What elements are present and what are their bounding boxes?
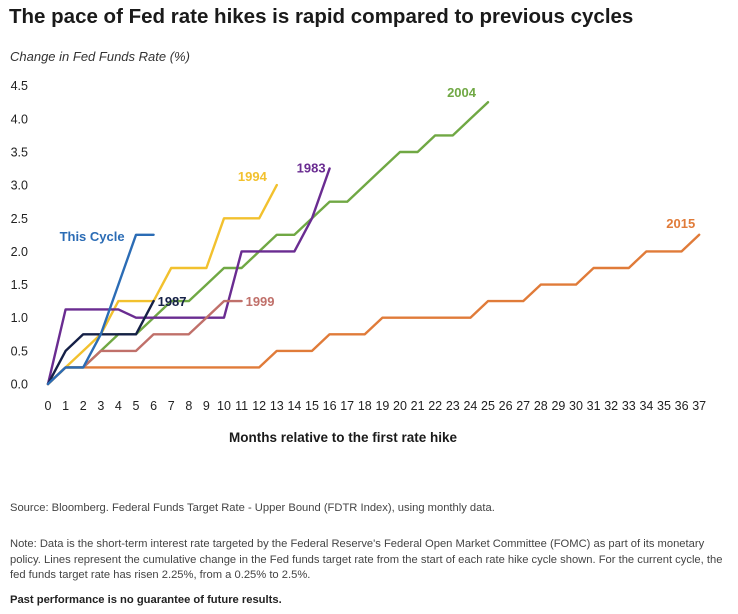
series-label-1987: 1987 — [158, 294, 187, 309]
x-tick-label: 31 — [587, 399, 601, 413]
series-label-1994: 1994 — [238, 169, 268, 184]
x-tick-label: 5 — [133, 399, 140, 413]
x-tick-label: 18 — [358, 399, 372, 413]
x-tick-label: 21 — [411, 399, 425, 413]
x-tick-label: 11 — [235, 399, 248, 413]
x-tick-label: 33 — [622, 399, 636, 413]
x-tick-label: 4 — [115, 399, 122, 413]
y-axis-title: Change in Fed Funds Rate (%) — [10, 49, 190, 64]
series-line-1983 — [46, 167, 331, 386]
series-line-1994 — [46, 183, 278, 386]
x-tick-label: 10 — [217, 399, 231, 413]
chart-title: The pace of Fed rate hikes is rapid comp… — [9, 5, 634, 28]
y-tick-label: 1.5 — [11, 278, 28, 292]
x-tick-label: 27 — [516, 399, 530, 413]
x-axis-title: Months relative to the first rate hike — [229, 430, 458, 445]
line-chart: 0.00.51.01.52.02.53.03.54.04.50 1 2 3 4 5 6 7 8 9… — [11, 79, 707, 445]
x-tick-label: 35 — [657, 399, 671, 413]
y-tick-label: 4.0 — [11, 112, 28, 126]
x-tick-label: 24 — [463, 399, 477, 413]
x-tick-label: 1 — [62, 399, 69, 413]
x-tick-label: 14 — [287, 399, 301, 413]
x-tick-label: 13 — [270, 399, 284, 413]
series-label-1999: 1999 — [246, 294, 275, 309]
x-tick-label: 25 — [481, 399, 495, 413]
y-tick-label: 0.5 — [11, 344, 28, 358]
series-label-1983: 1983 — [297, 161, 326, 176]
disclaimer: Past performance is no guarantee of futu… — [10, 594, 282, 606]
x-tick-label: 26 — [499, 399, 513, 413]
series-line-this-cycle — [46, 233, 155, 386]
x-tick-label: 9 — [203, 399, 210, 413]
data-note: Note: Data is the short-term interest ra… — [10, 538, 723, 581]
series-label-2015: 2015 — [666, 216, 695, 231]
x-tick-label: 2 — [80, 399, 87, 413]
x-tick-label: 36 — [675, 399, 689, 413]
series-line-1999 — [46, 299, 243, 386]
series-line-2015 — [46, 233, 701, 386]
x-tick-label: 8 — [185, 399, 192, 413]
y-tick-label: 4.5 — [11, 79, 28, 93]
x-tick-label: 23 — [446, 399, 460, 413]
x-tick-label: 17 — [340, 399, 354, 413]
x-tick-label: 32 — [604, 399, 618, 413]
x-tick-label: 29 — [551, 399, 565, 413]
x-tick-label: 0 — [45, 399, 52, 413]
x-tick-label: 19 — [375, 399, 389, 413]
y-tick-label: 2.5 — [11, 212, 28, 226]
y-tick-label: 0.0 — [11, 378, 28, 392]
x-tick-label: 6 — [150, 399, 157, 413]
x-tick-label: 22 — [428, 399, 442, 413]
x-tick-label: 15 — [305, 399, 319, 413]
x-tick-label: 12 — [252, 399, 266, 413]
x-tick-label: 28 — [534, 399, 548, 413]
x-tick-label: 3 — [97, 399, 104, 413]
x-tick-label: 20 — [393, 399, 407, 413]
series-label-this-cycle: This Cycle — [60, 229, 125, 244]
x-tick-label: 16 — [323, 399, 337, 413]
y-tick-label: 3.0 — [11, 179, 28, 193]
x-tick-label: 37 — [692, 399, 706, 413]
y-tick-label: 3.5 — [11, 145, 28, 159]
source-note: Source: Bloomberg. Federal Funds Target … — [10, 502, 495, 514]
series-label-2004: 2004 — [447, 85, 477, 100]
x-tick-label: 7 — [168, 399, 175, 413]
y-tick-label: 2.0 — [11, 245, 28, 259]
x-tick-label: 30 — [569, 399, 583, 413]
x-tick-label: 34 — [639, 399, 653, 413]
y-tick-label: 1.0 — [11, 311, 28, 325]
